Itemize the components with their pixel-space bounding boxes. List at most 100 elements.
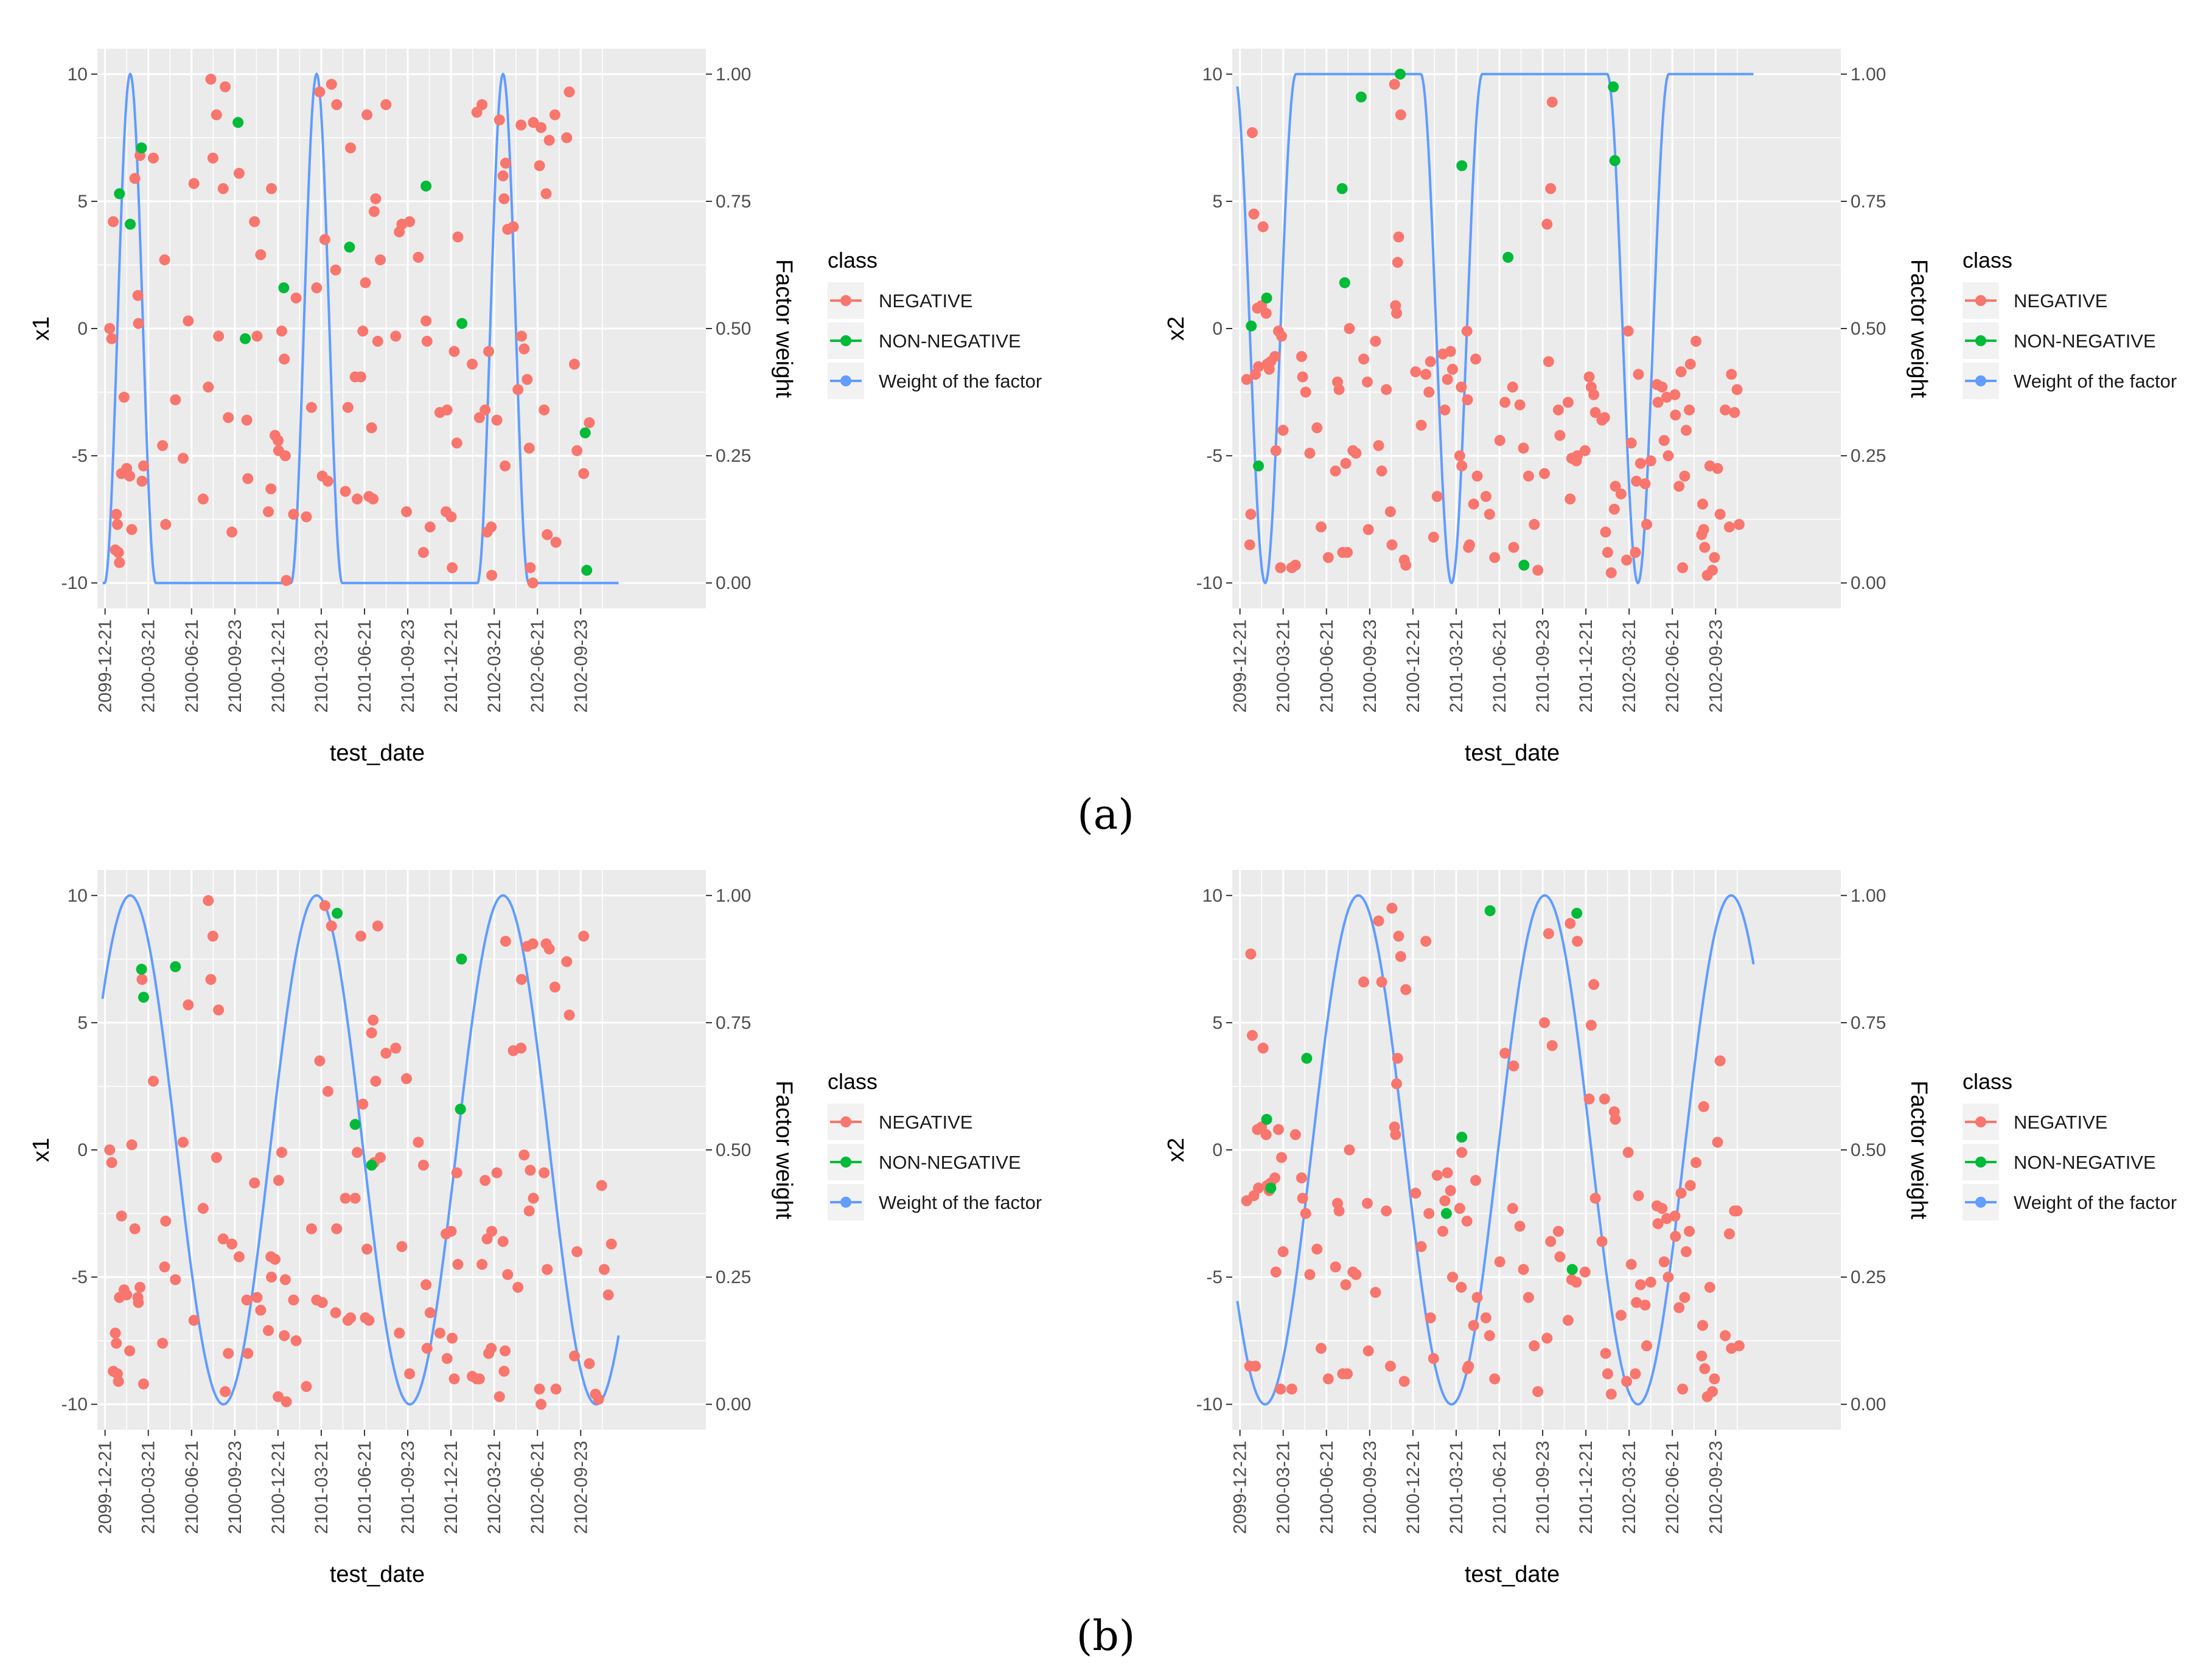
negative-point [1322, 552, 1334, 563]
negative-point [1484, 509, 1495, 520]
negative-point [223, 1348, 234, 1359]
negative-point [424, 1307, 436, 1318]
negative-point [1398, 1376, 1410, 1387]
negative-point [1389, 78, 1400, 90]
negative-point [451, 437, 462, 449]
negative-point [1662, 1272, 1674, 1283]
negative-point [500, 158, 511, 169]
negative-point [568, 358, 580, 370]
negative-point [1599, 412, 1610, 423]
negative-point [1340, 1279, 1352, 1290]
negative-point [213, 1004, 225, 1015]
negative-point [1602, 1368, 1613, 1379]
negative-point [249, 216, 260, 228]
negative-point [1260, 307, 1272, 319]
y-tick-label: 5 [77, 192, 88, 212]
negative-point [500, 1345, 511, 1357]
x-tick-label: 2101-06-21 [1490, 619, 1510, 712]
legend-title: class [1963, 248, 2012, 273]
negative-point [543, 943, 555, 955]
negative-point [1286, 1384, 1297, 1395]
negative-point [1596, 1236, 1608, 1247]
y2-axis-label: Factor weight [771, 259, 797, 399]
negative-point [314, 86, 326, 98]
negative-point [1456, 381, 1467, 393]
negative-point [1470, 1175, 1481, 1186]
non-negative-point [456, 953, 467, 965]
negative-point [1658, 1256, 1670, 1267]
negative-point [1707, 1386, 1718, 1398]
negative-point [486, 1343, 497, 1354]
negative-point [1625, 437, 1637, 449]
legend-label-weight: Weight of the factor [2014, 1192, 2177, 1213]
negative-point [1630, 547, 1641, 558]
x-tick-label: 2099-12-21 [1230, 1441, 1251, 1534]
legend-label-non-negative: NON-NEGATIVE [2014, 330, 2156, 352]
negative-point [1585, 1020, 1597, 1031]
negative-point [1514, 399, 1526, 411]
non-negative-point [1261, 1113, 1272, 1125]
non-negative-point [332, 908, 343, 919]
negative-point [1420, 936, 1432, 947]
negative-point [502, 1269, 514, 1280]
negative-point [1297, 371, 1308, 383]
negative-point [322, 1085, 333, 1097]
negative-point [361, 1244, 373, 1255]
x-tick-label: 2102-09-23 [571, 619, 591, 712]
negative-point [1494, 435, 1505, 446]
negative-point [1673, 481, 1685, 492]
negative-point [396, 1241, 408, 1252]
negative-point [251, 330, 263, 342]
negative-point [157, 1337, 169, 1349]
negative-point [448, 346, 460, 357]
y2-tick-label: 0.50 [1851, 1140, 1886, 1160]
negative-point [311, 282, 323, 294]
negative-point [1445, 1185, 1456, 1196]
y2-axis-label: Factor weight [771, 1081, 797, 1220]
non-negative-point [232, 117, 244, 128]
x-tick-label: 2101-06-21 [355, 619, 375, 712]
negative-point [1246, 1029, 1258, 1041]
negative-point [518, 1149, 530, 1161]
negative-point [113, 547, 124, 558]
negative-point [1723, 1228, 1735, 1239]
negative-point [1684, 404, 1695, 416]
negative-point [1393, 231, 1404, 243]
negative-point [322, 475, 333, 487]
negative-point [1669, 1210, 1681, 1222]
negative-point [1677, 1384, 1689, 1395]
negative-point [523, 442, 535, 454]
negative-point [1610, 1113, 1621, 1125]
negative-point [326, 78, 337, 90]
negative-point [1499, 397, 1511, 408]
negative-point [138, 1378, 149, 1390]
negative-point [1571, 1276, 1582, 1288]
negative-point [1340, 458, 1352, 469]
x-tick-label: 2102-03-21 [484, 1441, 504, 1534]
negative-point [1633, 1190, 1644, 1202]
y2-tick-label: 0.50 [716, 319, 751, 339]
negative-point [1471, 1292, 1483, 1303]
negative-point [1673, 1302, 1685, 1314]
negative-point [368, 206, 380, 217]
negative-point [1484, 1330, 1495, 1342]
negative-point [290, 292, 302, 304]
non-negative-point [114, 188, 125, 200]
non-negative-point [1456, 160, 1468, 172]
negative-point [281, 1396, 292, 1407]
negative-point [188, 178, 200, 189]
negative-point [1276, 330, 1288, 342]
negative-point [1600, 526, 1611, 538]
negative-point [1684, 1225, 1695, 1237]
negative-point [249, 1177, 260, 1189]
negative-point [1245, 949, 1257, 959]
negative-point [301, 511, 312, 523]
negative-point [1253, 361, 1265, 372]
x-tick-label: 2100-09-23 [1360, 1441, 1380, 1534]
legend-key-point [1975, 295, 1986, 306]
negative-point [542, 1264, 553, 1275]
negative-point [1588, 389, 1600, 400]
negative-point [263, 506, 274, 518]
negative-point [203, 895, 214, 907]
negative-point [424, 521, 436, 533]
